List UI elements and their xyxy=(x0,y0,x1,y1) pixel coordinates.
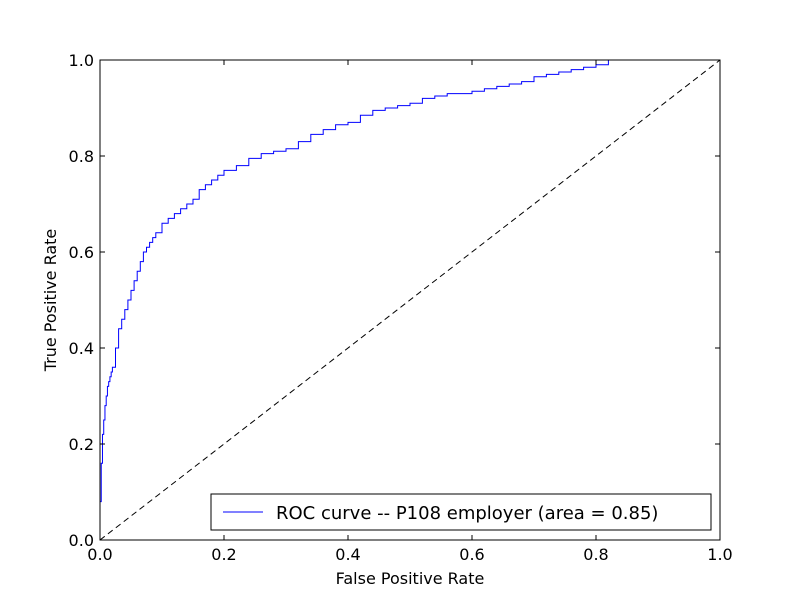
chance-line xyxy=(99,59,721,541)
x-tick-label: 0.2 xyxy=(211,545,236,564)
x-axis-label: False Positive Rate xyxy=(336,569,485,588)
y-tick-label: 0.6 xyxy=(69,243,94,262)
x-tick-label: 1.0 xyxy=(707,545,732,564)
y-tick-label: 1.0 xyxy=(69,51,94,70)
y-tick-label: 0.4 xyxy=(69,339,94,358)
x-tick-label: 0.4 xyxy=(335,545,360,564)
legend-box xyxy=(210,493,712,531)
x-tick-label: 0.8 xyxy=(583,545,608,564)
legend: ROC curve -- P108 employer (area = 0.85) xyxy=(210,493,712,531)
y-tick-label: 0.2 xyxy=(69,435,94,454)
x-tick-label: 0.0 xyxy=(87,545,112,564)
plot-frame xyxy=(99,59,721,541)
legend-label-roc: ROC curve -- P108 employer (area = 0.85) xyxy=(276,503,658,524)
y-axis-label: True Positive Rate xyxy=(41,229,60,373)
y-tick-label: 0.8 xyxy=(69,147,94,166)
ticks-layer: 0.0 0.2 0.4 0.6 0.8 1.0 0.0 0.2 0.4 0.6 0.8 1.0 xyxy=(69,51,733,564)
series-layer xyxy=(99,59,721,541)
x-tick-label: 0.6 xyxy=(459,545,484,564)
roc-curve-line xyxy=(99,59,720,540)
y-tick-label: 0.0 xyxy=(69,531,94,550)
